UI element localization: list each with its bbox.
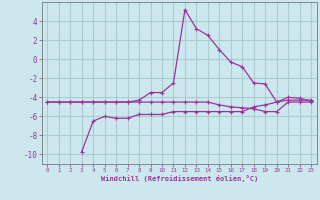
X-axis label: Windchill (Refroidissement éolien,°C): Windchill (Refroidissement éolien,°C) bbox=[100, 175, 258, 182]
